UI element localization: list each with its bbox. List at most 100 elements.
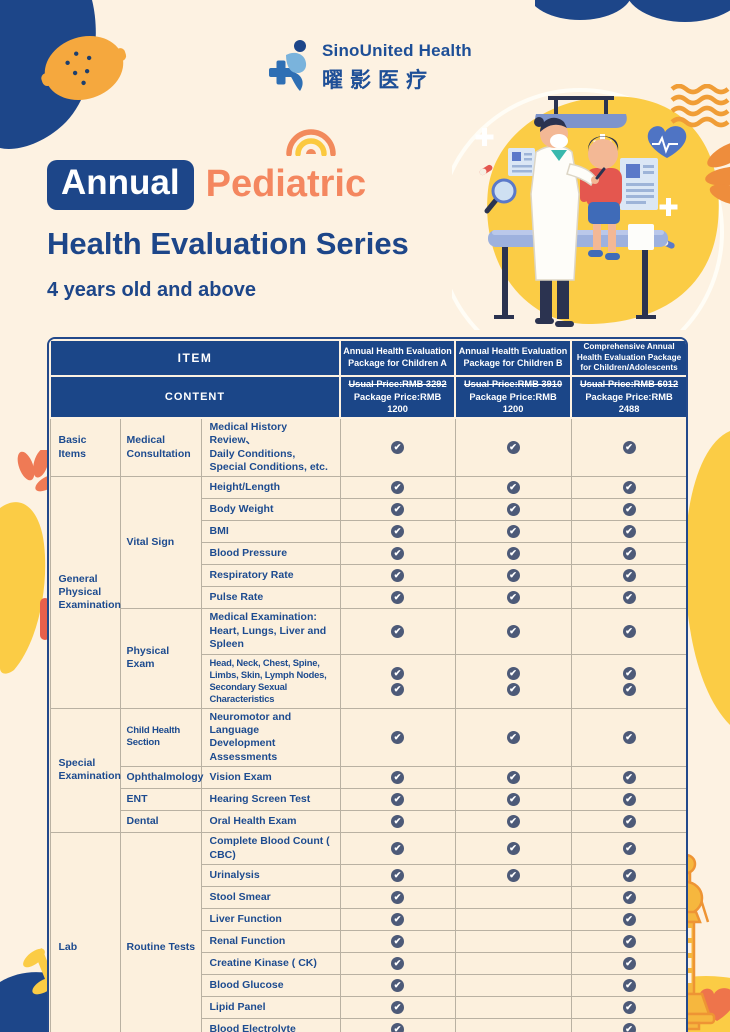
check-icon: ✔ [622, 771, 636, 785]
check-icon: ✔ [506, 569, 520, 583]
table-row: Stool Smear ✔ ✔ [50, 886, 686, 910]
right-leaf-decoration [705, 140, 730, 206]
check-cell: ✔ [339, 498, 456, 522]
check-icon: ✔ [622, 842, 636, 856]
check-icon: ✔ [391, 842, 405, 856]
check-icon: ✔ [622, 591, 636, 605]
check-cell: ✔ [339, 908, 456, 932]
check-cell: ✔ ✔ [570, 653, 686, 709]
check-icon: ✔ [622, 935, 636, 949]
check-cell: ✔ [570, 498, 686, 522]
package-c-header: Comprehensive Annual Health Evaluation P… [570, 339, 686, 377]
check-cell: ✔ [339, 788, 456, 812]
check-icon: ✔ [622, 957, 636, 971]
check-cell: ✔ [339, 707, 456, 768]
check-icon: ✔ [622, 1001, 636, 1015]
plus-icons [475, 128, 678, 216]
check-icon: ✔ [622, 547, 636, 561]
package-b-price: Usual Price:RMB 3910 Package Price:RMB 1… [454, 375, 573, 419]
check-icon: ✔ [506, 591, 520, 605]
check-cell: ✔ [454, 608, 572, 655]
check-icon: ✔ [391, 591, 405, 605]
check-icon: ✔ [391, 666, 405, 680]
item-cell: Body Weight [200, 498, 341, 522]
table-row: Dental Oral Health Exam ✔ ✔ ✔ [50, 810, 686, 834]
document-card-large [620, 158, 658, 210]
check-icon: ✔ [622, 625, 636, 639]
check-cell: ✔ ✔ [454, 653, 572, 709]
top-left-blob-decoration [0, 0, 127, 149]
magnifier-icon [484, 178, 517, 214]
top-right-clouds-decoration [535, 0, 730, 22]
check-cell: ✔ [570, 930, 686, 954]
item-cell: Renal Function [200, 930, 341, 954]
check-cell: ✔ [570, 908, 686, 932]
doctor-figure [530, 117, 606, 327]
category-cell: Special Examination [49, 707, 121, 834]
check-cell: ✔ [570, 974, 686, 998]
check-icon: ✔ [391, 569, 405, 583]
usual-price: Usual Price:RMB 6012 [579, 379, 679, 389]
check-cell: ✔ [454, 832, 572, 866]
check-icon: ✔ [506, 682, 520, 696]
package-a-price: Usual Price:RMB 3292 Package Price:RMB 1… [339, 375, 457, 419]
check-icon: ✔ [391, 913, 405, 927]
check-icon: ✔ [622, 525, 636, 539]
check-icon: ✔ [622, 815, 636, 829]
check-cell: ✔ [454, 707, 572, 768]
check-cell: ✔ [454, 520, 572, 544]
lamp-shade [535, 114, 627, 128]
check-cell: ✔ [339, 564, 456, 588]
check-icon: ✔ [506, 666, 520, 680]
check-icon: ✔ [391, 869, 405, 883]
brand-chinese-name: 曜影医疗 [322, 68, 434, 92]
subcategory-cell: Ophthalmology [119, 766, 204, 790]
check-cell: ✔ [339, 864, 456, 888]
pills-icon [479, 164, 675, 249]
check-cell: ✔ [570, 788, 686, 812]
table-row: Physical Exam Medical Examination: Heart,… [50, 608, 686, 709]
check-icon: ✔ [391, 625, 405, 639]
main-title: Annual Pediatric [47, 160, 366, 210]
item-cell: Neuromotor and Language Development Asse… [200, 707, 341, 768]
item-cell: BMI [200, 520, 341, 544]
check-icon: ✔ [391, 771, 405, 785]
check-icon: ✔ [391, 891, 405, 905]
check-icon: ✔ [506, 793, 520, 807]
package-a-header: Annual Health Evaluation Package for Chi… [339, 339, 457, 377]
item-cell: Blood Electrolyte [200, 1018, 341, 1032]
check-cell [454, 1018, 572, 1032]
check-cell: ✔ [570, 1018, 686, 1032]
check-icon: ✔ [622, 682, 636, 696]
check-icon: ✔ [622, 730, 636, 744]
check-cell: ✔ [339, 974, 456, 998]
item-cell: Medical History Review、 Daily Conditions… [200, 417, 341, 478]
check-icon: ✔ [506, 625, 520, 639]
package-price: Package Price:RMB 2488 [585, 391, 673, 415]
title-series: Health Evaluation Series [47, 226, 409, 261]
check-icon: ✔ [506, 441, 520, 455]
check-icon: ✔ [622, 891, 636, 905]
usual-price: Usual Price:RMB 3910 [463, 379, 563, 389]
item-cell: Lipid Panel [200, 996, 341, 1020]
check-icon: ✔ [622, 441, 636, 455]
check-cell: ✔ [454, 810, 572, 834]
check-cell [454, 996, 572, 1020]
title-age-range: 4 years old and above [47, 279, 256, 301]
check-cell: ✔ [570, 520, 686, 544]
table-row: Special Examination Child Health Section N… [49, 707, 686, 834]
check-cell: ✔ [570, 542, 686, 566]
item-cell: Respiratory Rate [200, 564, 341, 588]
check-icon: ✔ [622, 1023, 636, 1032]
subcategory-cell: Routine Tests [119, 832, 202, 1032]
item-cell: Height/Length [200, 476, 341, 500]
check-cell: ✔ [339, 586, 456, 610]
package-price: Package Price:RMB 1200 [353, 391, 442, 415]
check-cell: ✔ [570, 952, 686, 976]
check-cell: ✔ [570, 832, 686, 866]
check-cell: ✔ [339, 810, 456, 834]
table-row: Blood Electrolyte ✔ ✔ [50, 1018, 686, 1032]
check-icon: ✔ [391, 1001, 405, 1015]
check-icon: ✔ [506, 815, 520, 829]
item-cell: Head, Neck, Chest, Spine, Limbs, Skin, L… [200, 653, 341, 709]
